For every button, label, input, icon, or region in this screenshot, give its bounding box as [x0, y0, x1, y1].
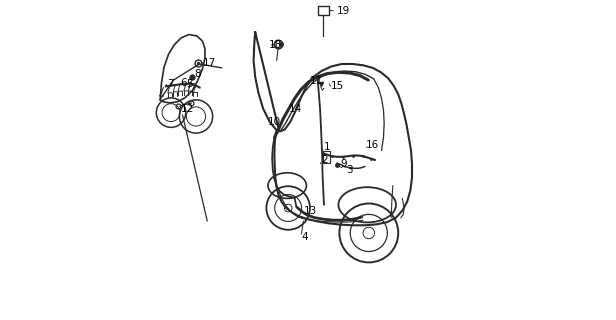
Text: 14: 14 — [289, 104, 302, 114]
Text: 7: 7 — [167, 79, 174, 90]
Text: 18: 18 — [269, 40, 282, 50]
Text: 12: 12 — [181, 104, 195, 114]
Text: 11: 11 — [310, 76, 323, 86]
Text: 2: 2 — [321, 155, 328, 165]
Text: 13: 13 — [304, 206, 317, 216]
Text: 8: 8 — [194, 69, 200, 79]
Text: 16: 16 — [366, 140, 379, 150]
Text: 10: 10 — [268, 116, 281, 127]
Text: 9: 9 — [340, 159, 347, 169]
Text: 4: 4 — [302, 232, 308, 242]
Text: 6: 6 — [180, 78, 187, 88]
Text: 15: 15 — [331, 81, 344, 92]
Text: 5: 5 — [186, 79, 192, 89]
Text: 19: 19 — [337, 6, 350, 16]
Text: 17: 17 — [203, 58, 216, 68]
Text: 1: 1 — [324, 142, 331, 152]
Text: 3: 3 — [346, 164, 353, 175]
